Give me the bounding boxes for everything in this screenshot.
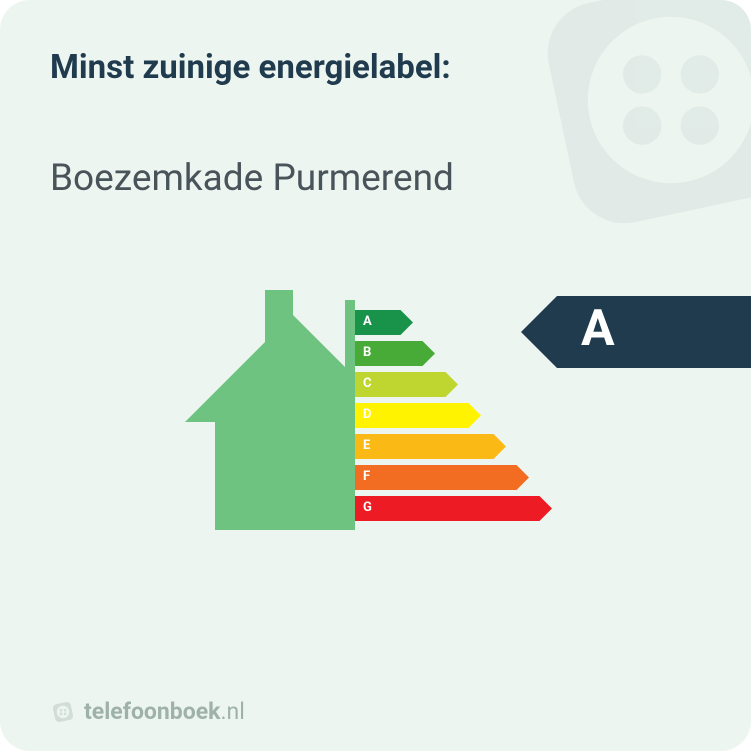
watermark-icon [511,0,751,260]
footer-brand: telefoonboek.nl [84,698,245,725]
energy-bar: C [355,372,552,397]
energy-bar-label: G [363,500,372,515]
indicator-label: A [581,300,615,358]
footer-brand-name: telefoonboek [84,698,220,725]
energy-bar-label: B [363,345,371,360]
energy-bar: F [355,465,552,490]
energy-bar: E [355,434,552,459]
house-icon [185,290,355,530]
energy-bar-label: C [363,376,372,391]
energy-bar: G [355,496,552,521]
energy-label-card: Minst zuinige energielabel: Boezemkade P… [0,0,751,751]
energy-bar: D [355,403,552,428]
energy-bar-label: A [363,314,372,329]
footer-brand-tld: .nl [220,698,244,725]
footer-logo-icon [50,699,76,725]
energy-bar-label: F [363,469,370,484]
energy-chart: A B C D E F G A [50,290,701,550]
energy-indicator: A [521,296,751,372]
energy-bar-label: D [363,407,371,422]
indicator-arrow-icon [521,296,751,368]
footer: telefoonboek.nl [50,698,245,725]
energy-bar-label: E [363,438,370,453]
